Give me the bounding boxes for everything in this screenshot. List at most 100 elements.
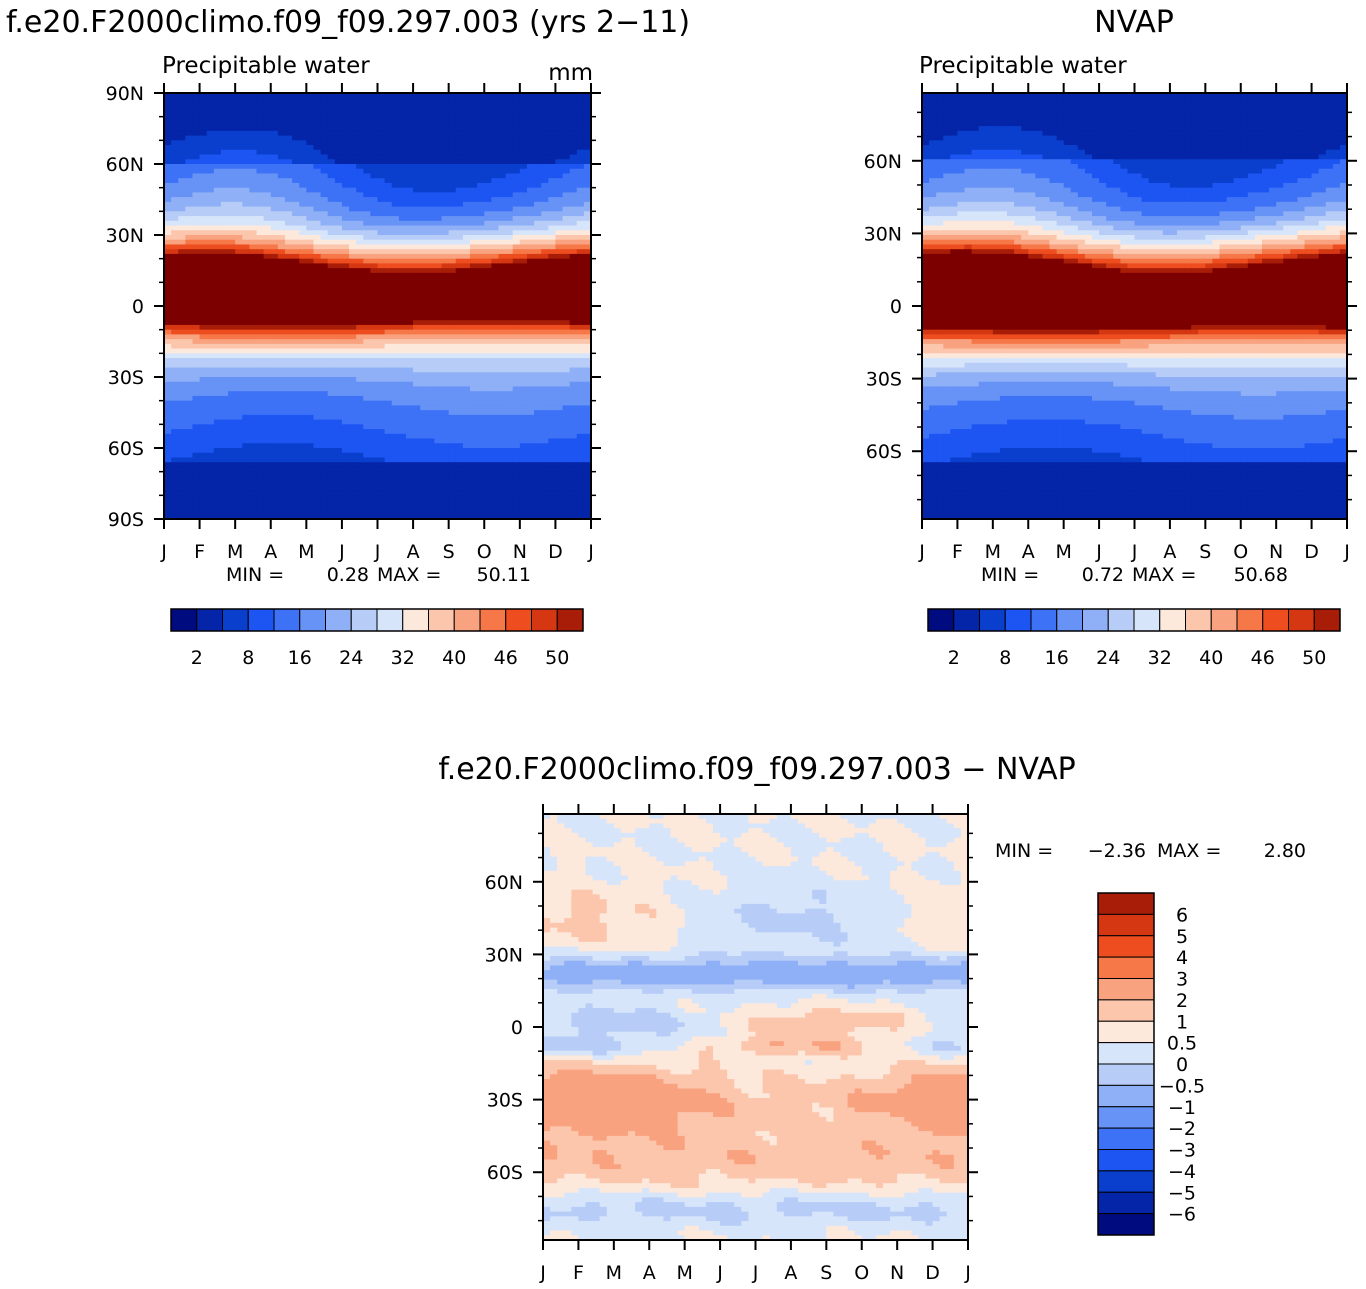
contour-cell <box>334 424 343 430</box>
contour-cell <box>341 448 350 454</box>
contour-cell <box>555 145 564 151</box>
contour-cell <box>455 282 464 288</box>
contour-cell <box>427 182 436 189</box>
contour-cell <box>548 438 557 444</box>
contour-cell <box>455 173 464 179</box>
contour-cell <box>562 287 571 293</box>
contour-cell <box>334 97 343 104</box>
contour-cell <box>242 249 250 255</box>
contour-cell <box>462 353 471 359</box>
contour-cell <box>292 235 300 241</box>
contour-cell <box>277 164 286 170</box>
contour-cell <box>341 329 350 335</box>
contour-cell <box>370 466 379 473</box>
contour-cell <box>470 419 478 425</box>
contour-cell <box>583 377 591 383</box>
contour-cell <box>562 192 571 198</box>
contour-cell <box>192 424 201 430</box>
contour-cell <box>185 225 194 231</box>
contour-cell <box>470 201 478 208</box>
contour-cell <box>228 168 236 175</box>
contour-cell <box>583 367 591 373</box>
contour-cell <box>341 343 350 350</box>
contour-cell <box>299 471 307 477</box>
contour-cell <box>284 448 293 454</box>
contour-cell <box>213 140 222 146</box>
contour-cell <box>498 466 507 473</box>
contour-cell <box>235 438 243 444</box>
contour-cell <box>313 216 322 222</box>
contour-cell <box>192 429 201 435</box>
contour-cell <box>270 324 279 331</box>
contour-cell <box>192 277 201 283</box>
contour-cell <box>228 244 236 250</box>
contour-cell <box>384 149 393 156</box>
contour-cell <box>313 187 322 193</box>
contour-cell <box>391 135 400 141</box>
contour-cell <box>242 339 250 345</box>
contour-cell <box>199 258 208 264</box>
contour-cell <box>235 263 243 269</box>
contour-cell <box>356 178 364 184</box>
contour-cell <box>448 291 457 298</box>
contour-cell <box>398 329 407 335</box>
contour-cell <box>292 362 300 369</box>
contour-cell <box>477 93 485 99</box>
contour-cell <box>462 121 471 127</box>
contour-cell <box>569 372 578 378</box>
contour-cell <box>270 287 279 293</box>
contour-cell <box>213 173 222 179</box>
contour-cell <box>569 301 578 307</box>
contour-cell <box>178 433 186 440</box>
contour-cell <box>313 410 322 416</box>
contour-cell <box>448 310 457 317</box>
contour-cell <box>320 253 329 260</box>
contour-cell <box>413 107 421 113</box>
contour-cell <box>569 244 578 250</box>
contour-cell <box>327 268 336 274</box>
contour-cell <box>249 419 258 425</box>
contour-cell <box>341 235 350 241</box>
contour-cell <box>484 93 492 99</box>
contour-cell <box>405 182 414 189</box>
contour-cell <box>235 258 243 264</box>
contour-cell <box>420 145 428 151</box>
contour-cell <box>171 301 179 307</box>
contour-cell <box>477 362 485 369</box>
contour-cell <box>164 107 172 113</box>
contour-cell <box>377 400 386 406</box>
contour-cell <box>228 429 236 435</box>
contour-cell <box>441 187 450 193</box>
contour-cell <box>491 111 500 118</box>
contour-cell <box>391 386 400 392</box>
contour-cell <box>405 258 414 264</box>
contour-cell <box>334 466 343 473</box>
contour-cell <box>164 367 172 373</box>
contour-cell <box>455 140 464 146</box>
contour-cell <box>363 438 371 444</box>
contour-cell <box>164 249 172 255</box>
contour-cell <box>199 268 208 274</box>
contour-cell <box>491 377 500 383</box>
contour-cell <box>541 386 549 392</box>
contour-cell <box>569 216 578 222</box>
contour-cell <box>427 296 436 302</box>
contour-cell <box>555 443 564 449</box>
contour-cell <box>477 433 485 440</box>
contour-cell <box>548 272 557 279</box>
contour-cell <box>470 164 478 170</box>
contour-cell <box>349 414 357 421</box>
contour-cell <box>548 476 557 482</box>
contour-cell <box>398 220 407 227</box>
contour-cell <box>505 277 514 283</box>
contour-cell <box>384 287 393 293</box>
contour-cell <box>484 315 492 321</box>
contour-cell <box>164 353 172 359</box>
contour-cell <box>349 400 357 406</box>
contour-cell <box>220 126 229 132</box>
contour-cell <box>576 391 585 397</box>
contour-cell <box>242 438 250 444</box>
contour-cell <box>548 201 557 208</box>
contour-cell <box>562 410 571 416</box>
contour-cell <box>455 239 464 246</box>
